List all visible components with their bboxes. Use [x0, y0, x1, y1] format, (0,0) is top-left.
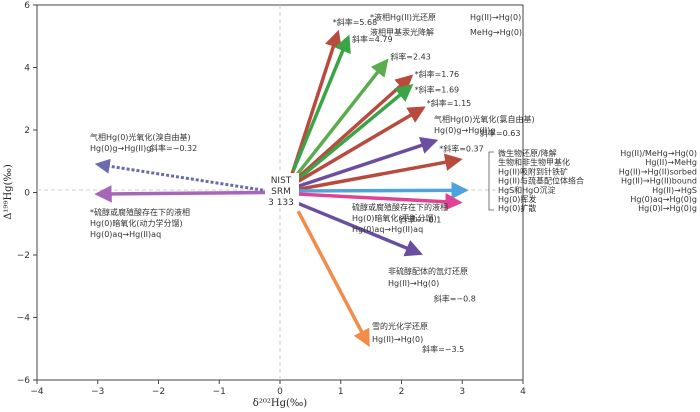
- annot-non-thiol-reduction-reaction: Hg(II)→Hg(0): [388, 279, 439, 288]
- arrow-series: [94, 29, 469, 348]
- bracket-item: Hg(0)挥发: [498, 194, 536, 204]
- origin-label-line-3: 3 133: [268, 198, 294, 208]
- annot-aqueous-photoreduction: *液相Hg(II)光还原: [370, 12, 436, 22]
- y-tick-label: 6: [24, 1, 30, 11]
- x-tick-label: −4: [30, 387, 44, 397]
- bracket-reaction: Hg(II)/MeHg→Hg(0): [620, 149, 697, 158]
- arrow-4: [294, 84, 414, 183]
- annot-dark-oxidation-kinetic-1: *硫醇或腐殖酸存在下的液相: [90, 207, 190, 217]
- annot-cl-oxidation-reaction: Hg(0)g→Hg(II)g: [434, 126, 495, 135]
- bracket-reaction: Hg(II)→MeHg: [645, 158, 697, 167]
- x-axis-ticks: −4 −3 −2 −1 0 1 2 3 4: [30, 380, 526, 397]
- arrow-5: [294, 106, 426, 185]
- slope-label-7: *斜率=0.37: [439, 144, 484, 154]
- x-tick-label: 1: [338, 387, 344, 397]
- annot-mehg-photodegradation: 液相甲基汞光降解: [370, 27, 434, 37]
- y-tick-label: −4: [17, 314, 31, 324]
- slope-label-3: *斜率=1.76: [415, 69, 460, 79]
- y-axis-title: Δ¹⁹⁹Hg(‰): [3, 164, 14, 220]
- annot-br-oxidation-reaction: Hg(0)g→Hg(II)g: [90, 144, 151, 153]
- arrow-8: [298, 181, 469, 200]
- slope-label-6: 斜率=0.63: [480, 128, 521, 138]
- arrow-1: [291, 34, 351, 172]
- annot-snow-photoreduction: 雪的光化学还原: [372, 321, 428, 331]
- x-tick-label: 3: [459, 387, 465, 397]
- origin-label-line-1: NIST: [271, 176, 292, 186]
- annot-br-oxidation: 气相Hg(0)光氧化(溴自由基): [90, 132, 191, 142]
- bracket-item: 生物和非生物甲基化: [498, 157, 570, 167]
- y-tick-label: 2: [24, 126, 30, 136]
- bracket-item: Hg(0)扩散: [498, 203, 536, 213]
- x-tick-label: 2: [399, 387, 405, 397]
- annot-aqueous-photoreduction-reaction: Hg(II)→Hg(0): [470, 13, 521, 22]
- arrow-11: [296, 210, 370, 348]
- origin-label-line-2: SRM: [271, 187, 291, 197]
- arrow-2: [293, 58, 389, 178]
- arrow-12: [94, 185, 268, 203]
- x-axis-title: δ²⁰²Hg(‰): [253, 398, 307, 409]
- x-tick-label: 0: [277, 387, 283, 397]
- slope-labels: *斜率=5.68 斜率=4.79 斜率=2.43 *斜率=1.76 *斜率=1.69 *斜…: [333, 17, 521, 354]
- annot-snow-photoreduction-reaction: Hg(II)→Hg(0): [372, 335, 423, 344]
- y-tick-label: −6: [17, 376, 31, 386]
- x-tick-label: −3: [91, 387, 104, 397]
- arrow-3: [294, 74, 414, 182]
- slope-label-9: 斜率=−0.1: [399, 215, 441, 225]
- bracket-item: Hg(II)吸附到针铁矿: [498, 166, 568, 176]
- slope-label-0: *斜率=5.68: [333, 17, 378, 27]
- x-tick-label: −2: [152, 387, 165, 397]
- bracket-reaction: Hg(II)→Hg(II)sorbed: [619, 167, 697, 176]
- slope-label-5: *斜率=1.15: [427, 98, 472, 108]
- slope-label-11: 斜率=−3.5: [422, 344, 464, 354]
- annot-dark-oxidation-kinetic-2: Hg(0)暗氧化(动力学分馏): [90, 218, 183, 228]
- bracket-reaction-list: Hg(II)/MeHg→Hg(0)Hg(II)→MeHgHg(II)→Hg(II…: [619, 149, 697, 213]
- arrow-13: [94, 158, 269, 193]
- slope-label-4: *斜率=1.69: [415, 84, 460, 94]
- y-tick-label: −2: [17, 251, 30, 261]
- slope-label-10: 斜率=−0.8: [434, 293, 476, 303]
- annot-dark-oxidation-equilibrium-1: 硫醇或腐殖酸存在下的液相: [352, 202, 448, 212]
- y-tick-label: 4: [24, 64, 30, 74]
- bracket-reaction: Hg(II)→HgS: [652, 186, 697, 195]
- annot-dark-oxidation-kinetic-3: Hg(0)aq→Hg(II)aq: [90, 230, 161, 239]
- arrow-10: [297, 201, 423, 257]
- y-tick-label: 0: [24, 189, 30, 199]
- bracket-item: HgS和HgO沉淀: [498, 185, 556, 195]
- slope-label-2: 斜率=2.43: [390, 51, 431, 61]
- annot-dark-oxidation-equilibrium-3: Hg(0)aq→Hg(II)aq: [352, 225, 423, 234]
- bracket-reaction: Hg(II)→Hg(II)bound: [621, 177, 697, 186]
- annot-cl-oxidation: 气相Hg(0)光氧化(氯自由基): [434, 114, 535, 124]
- y-axis-ticks: 6 4 2 0 −2 −4 −6: [17, 1, 37, 386]
- bracket-process-list: 微生物还原/降解生物和非生物甲基化Hg(II)吸附到针铁矿Hg(II)与巯基配位…: [498, 148, 584, 213]
- arrow-9: [298, 192, 463, 211]
- annot-non-thiol-reduction: 非硫醇配体的氙灯还原: [388, 266, 468, 276]
- arrow-0: [290, 29, 342, 175]
- slope-label-1: 斜率=4.79: [352, 34, 393, 44]
- x-tick-label: −1: [213, 387, 226, 397]
- bracket-reaction: Hg(0)aq→Hg(0)g: [630, 195, 697, 204]
- x-tick-label: 4: [520, 387, 526, 397]
- annot-dark-oxidation-equilibrium-2: Hg(0)暗氧化(平衡分馏): [352, 213, 437, 223]
- arrow-7: [297, 153, 463, 192]
- annot-br-oxidation-slope: 斜率=−0.32: [150, 143, 197, 153]
- bracket: [488, 151, 494, 211]
- annot-mehg-photodegradation-reaction: MeHg→Hg(0): [470, 28, 522, 37]
- bracket-reaction: Hg(0)l→Hg(0)g: [638, 204, 697, 213]
- bracket-item: Hg(II)与巯基配位体络合: [498, 176, 584, 186]
- arrow-6: [297, 137, 439, 188]
- bracket-item: 微生物还原/降解: [498, 148, 557, 158]
- origin-label-bg: [265, 173, 299, 207]
